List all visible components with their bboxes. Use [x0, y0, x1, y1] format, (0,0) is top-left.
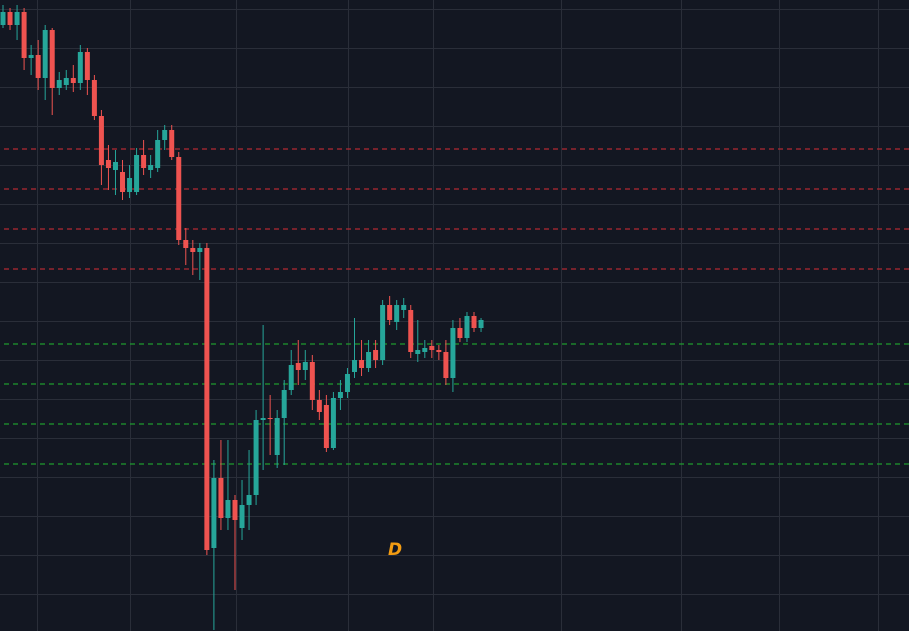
candle-body	[330, 398, 336, 448]
candle-body	[91, 80, 97, 116]
candle-body	[373, 350, 379, 360]
candle-body	[225, 500, 231, 518]
candle-body	[127, 178, 133, 192]
candle-body	[0, 12, 6, 25]
candle-body	[211, 478, 217, 548]
candle-body	[21, 12, 27, 58]
candle-body	[302, 362, 308, 370]
candle-body	[281, 390, 287, 418]
candle-body	[260, 418, 266, 420]
candle-body	[380, 305, 386, 360]
candle-body	[63, 78, 69, 85]
candle-body	[415, 350, 421, 354]
candle-body	[35, 55, 41, 78]
candle-body	[471, 316, 477, 328]
candle-body	[408, 310, 414, 352]
candle-body	[148, 165, 154, 170]
candle-body	[98, 116, 104, 165]
candle-body	[42, 30, 48, 78]
candle-body	[366, 352, 372, 368]
candle-body	[120, 172, 126, 192]
candle-body	[429, 346, 435, 350]
candle-body	[141, 155, 147, 168]
candle-body	[162, 130, 168, 140]
candle-body	[56, 80, 62, 88]
candle-body	[422, 348, 428, 352]
candle-body	[134, 155, 140, 192]
candle-body	[253, 420, 259, 495]
candle-body	[401, 305, 407, 310]
candle-body	[267, 418, 273, 419]
annotation: D	[388, 540, 402, 560]
candle-body	[478, 320, 484, 328]
candle-body	[387, 305, 393, 320]
candle-body	[457, 328, 463, 338]
candle-body	[359, 360, 365, 368]
candle-body	[295, 363, 301, 370]
candle-body	[443, 352, 449, 378]
candle-body	[323, 405, 329, 448]
candle-body	[70, 78, 76, 83]
candle-body	[183, 240, 189, 248]
candle-body	[190, 248, 196, 252]
candle-body	[394, 305, 400, 322]
candle-body	[176, 157, 182, 240]
candle-body	[169, 130, 175, 157]
candle-body	[155, 140, 161, 168]
candle-body	[112, 162, 118, 170]
candle-body	[204, 248, 210, 550]
candle-body	[344, 374, 350, 392]
candle-body	[232, 500, 238, 520]
candles	[0, 5, 484, 630]
candle-body	[77, 52, 83, 83]
candle-body	[105, 160, 111, 168]
candle-body	[274, 418, 280, 455]
candle-body	[218, 478, 224, 518]
candle-body	[450, 328, 456, 378]
candle-body	[436, 350, 442, 352]
candle-body	[7, 12, 13, 25]
candle-body	[84, 52, 90, 80]
candle-body	[14, 12, 20, 25]
candle-body	[288, 365, 294, 390]
candle-body	[352, 360, 357, 372]
candle-body	[337, 392, 343, 398]
candle-body	[309, 362, 315, 400]
candle-body	[316, 400, 322, 412]
candle-body	[197, 248, 203, 252]
candle-body	[239, 505, 245, 528]
candle-body	[246, 495, 252, 505]
candle-body	[28, 55, 34, 58]
levels	[4, 148, 909, 465]
candle-body	[49, 30, 55, 88]
candle-body	[464, 316, 470, 338]
